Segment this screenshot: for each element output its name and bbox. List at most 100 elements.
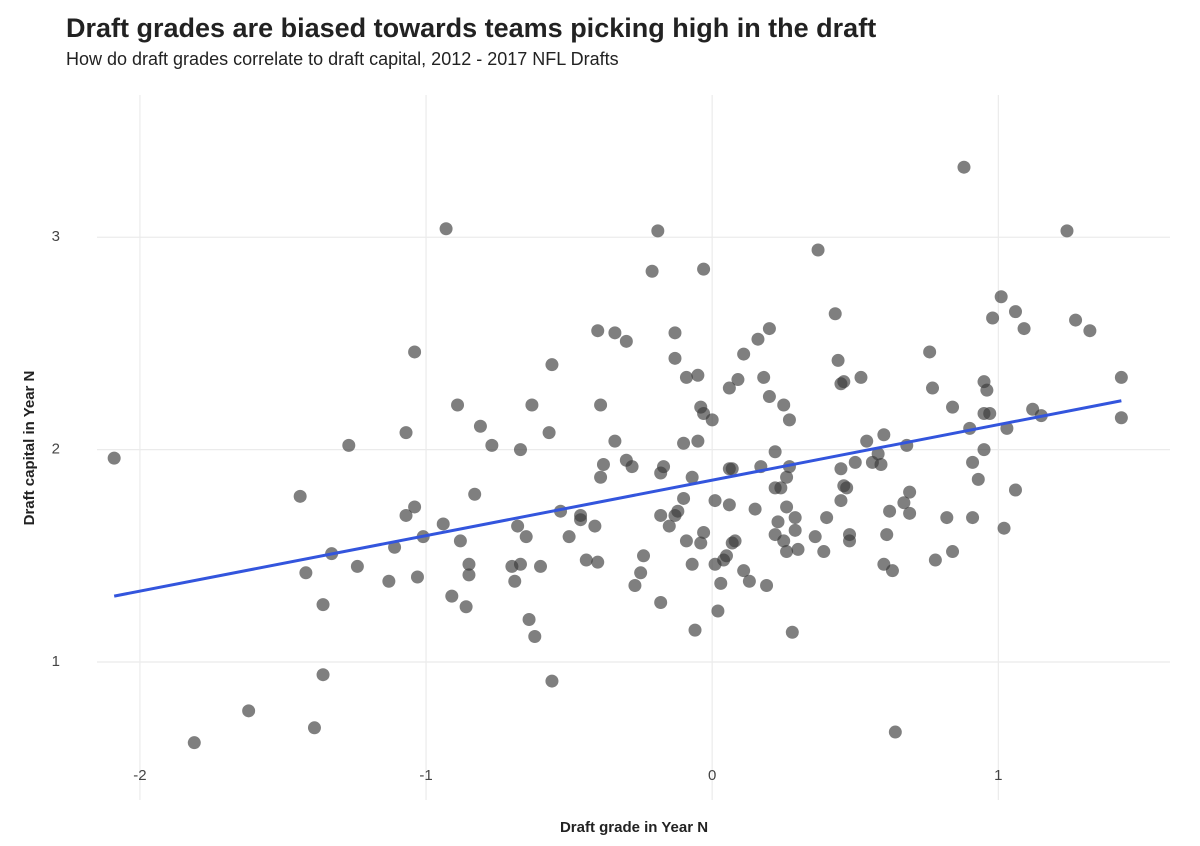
point [439,222,453,236]
point [408,345,422,359]
point [771,515,785,529]
point [997,521,1011,535]
point [679,370,693,384]
point [242,704,256,718]
point [608,434,622,448]
point [994,290,1008,304]
point [831,353,845,367]
point [705,413,719,427]
point [691,434,705,448]
point [545,674,559,688]
point [588,519,602,533]
x-axis-title: Draft grade in Year N [560,819,708,836]
point [293,489,307,503]
point [840,481,854,495]
point [307,721,321,735]
point [820,511,834,525]
point [748,502,762,516]
point [388,540,402,554]
point [1069,313,1083,327]
point [594,470,608,484]
point [534,559,548,573]
point [731,373,745,387]
point [854,370,868,384]
point [691,368,705,382]
point [966,511,980,525]
point [697,525,711,539]
point [637,549,651,563]
point [762,390,776,404]
point [342,438,356,452]
x-tick-label: 0 [708,767,716,784]
point [903,506,917,520]
point [808,530,822,544]
point [574,508,588,522]
point [923,345,937,359]
point [654,508,668,522]
point [662,519,676,533]
point [654,596,668,610]
y-tick-label: 2 [52,441,60,458]
point [679,534,693,548]
x-tick-label: 1 [994,767,1002,784]
point [928,553,942,567]
point [485,438,499,452]
chart-title: Draft grades are biased towards teams pi… [66,13,876,43]
point [685,470,699,484]
point [591,324,605,338]
y-tick-label: 3 [52,228,60,245]
point [817,545,831,559]
point [634,566,648,580]
point [877,428,891,442]
point [871,447,885,461]
point [519,530,533,544]
point [508,574,522,588]
point [187,736,201,750]
point [528,629,542,643]
point [562,530,576,544]
point [542,426,556,440]
point [459,600,473,614]
point [596,457,610,471]
point [983,407,997,421]
trend-line [113,399,1122,598]
point [1114,411,1128,425]
point [697,262,711,276]
point [971,472,985,486]
point [677,491,691,505]
point [768,445,782,459]
point [350,559,364,573]
point [473,419,487,433]
point [591,555,605,569]
point [837,375,851,389]
point [628,579,642,593]
chart-subtitle: How do draft grades correlate to draft c… [66,49,619,69]
point [1008,305,1022,319]
point [811,243,825,257]
point [668,351,682,365]
point [946,545,960,559]
point [737,347,751,361]
point [671,504,685,518]
point [462,557,476,571]
point [742,574,756,588]
point [843,528,857,542]
point [316,598,330,612]
point [513,557,527,571]
point [760,579,774,593]
point [657,460,671,474]
point [382,574,396,588]
point [316,668,330,682]
point [980,383,994,397]
point [926,381,940,395]
point [608,326,622,340]
point [780,470,794,484]
point [728,534,742,548]
point [513,443,527,457]
point [860,434,874,448]
point [903,485,917,499]
point [780,500,794,514]
point [966,455,980,469]
point [694,536,708,550]
